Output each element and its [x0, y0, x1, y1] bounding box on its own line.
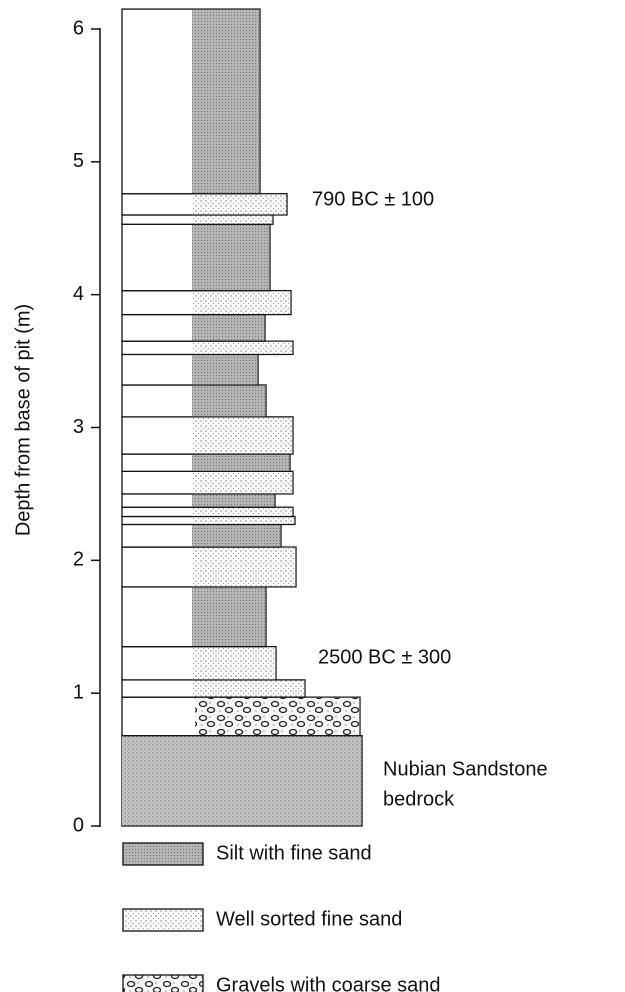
layer-sand: [192, 291, 290, 314]
bedrock-label: Nubian Sandstone: [383, 758, 548, 780]
layer-silt: [192, 495, 274, 507]
tick-label: 6: [73, 17, 84, 39]
layer-sand: [192, 216, 272, 224]
axis-label: Depth from base of pit (m): [12, 304, 34, 536]
layer-gravel: [195, 698, 359, 735]
legend-swatch: [123, 843, 203, 865]
stratigraphic-column: Depth from base of pit (m) 790 BC ± 100 …: [0, 0, 625, 992]
layer-silt: [192, 10, 259, 193]
layer-bedrock: [122, 736, 361, 825]
layer-silt: [192, 525, 280, 546]
layer-silt: [192, 355, 257, 384]
tick-label: 0: [73, 814, 84, 836]
tick-label: 3: [73, 416, 84, 438]
legend-swatch: [123, 975, 203, 992]
layer-sand: [192, 548, 295, 586]
tick-label: 1: [73, 681, 84, 703]
date-annotation: 790 BC ± 100: [312, 188, 434, 210]
layer-silt: [192, 225, 269, 290]
layer-silt: [192, 455, 289, 471]
legend-swatch: [123, 909, 203, 931]
legend-label: Well sorted fine sand: [216, 908, 402, 930]
layer-sand: [192, 342, 292, 354]
layer-sand: [192, 647, 275, 679]
tick-label: 4: [73, 283, 84, 305]
tick-label: 2: [73, 549, 84, 571]
layer-sand: [192, 472, 292, 493]
legend-label: Silt with fine sand: [216, 842, 372, 864]
layer-sand: [192, 418, 292, 454]
tick-label: 5: [73, 150, 84, 172]
bedrock-label: bedrock: [383, 788, 455, 810]
layers: [122, 9, 362, 826]
layer-silt: [192, 588, 265, 646]
layer-sand: [192, 508, 292, 516]
layer-sand: [192, 681, 304, 697]
date-annotation: 2500 BC ± 300: [318, 646, 451, 668]
layer-silt: [192, 386, 265, 416]
legend: Silt with fine sand Well sorted fine sand…: [123, 842, 441, 992]
layer-silt: [192, 315, 264, 340]
layer-sand: [192, 194, 286, 214]
legend-label: Gravels with coarse sand: [216, 974, 441, 992]
layer-sand: [192, 517, 294, 524]
